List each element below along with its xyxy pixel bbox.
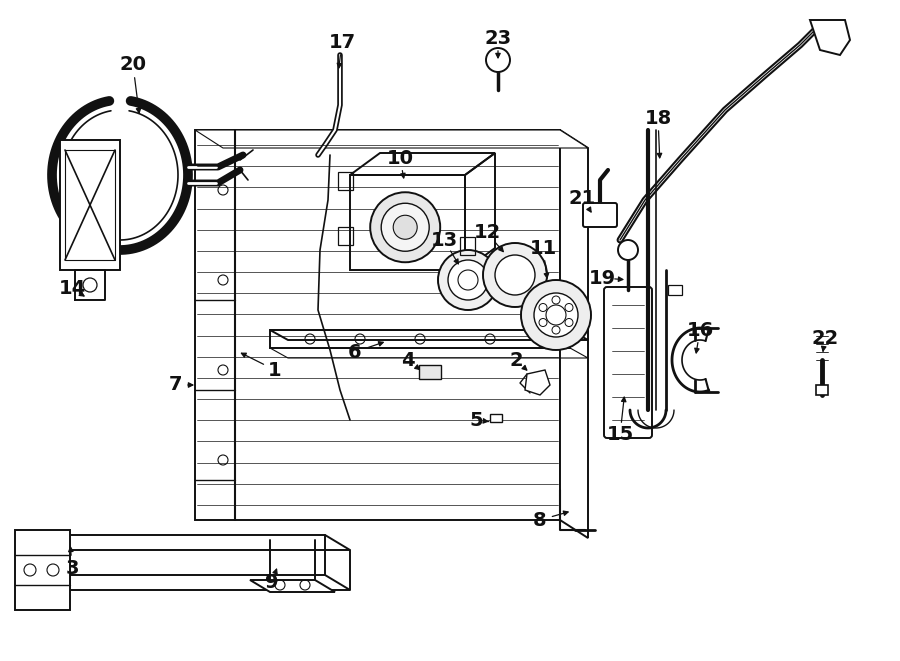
- Text: 4: 4: [401, 350, 415, 369]
- Text: 13: 13: [430, 231, 457, 249]
- Text: 12: 12: [473, 223, 500, 243]
- Polygon shape: [195, 130, 588, 148]
- Polygon shape: [15, 530, 70, 610]
- Polygon shape: [45, 535, 350, 550]
- Text: 6: 6: [348, 342, 362, 362]
- Circle shape: [521, 280, 591, 350]
- Polygon shape: [810, 20, 850, 55]
- Text: 17: 17: [328, 32, 356, 52]
- Circle shape: [393, 215, 418, 239]
- Polygon shape: [525, 370, 550, 395]
- Text: 14: 14: [58, 278, 86, 297]
- Circle shape: [618, 240, 638, 260]
- Circle shape: [382, 203, 429, 251]
- Circle shape: [534, 293, 578, 337]
- FancyBboxPatch shape: [604, 287, 652, 438]
- Text: 21: 21: [569, 188, 596, 208]
- Text: 2: 2: [509, 350, 523, 369]
- Text: 8: 8: [533, 510, 547, 529]
- Text: 15: 15: [607, 426, 634, 444]
- Circle shape: [448, 260, 488, 300]
- Polygon shape: [195, 130, 560, 520]
- Circle shape: [483, 243, 547, 307]
- Circle shape: [495, 255, 535, 295]
- Text: 22: 22: [812, 329, 839, 348]
- Text: 11: 11: [529, 239, 556, 258]
- Text: 18: 18: [644, 108, 671, 128]
- Text: 9: 9: [266, 572, 279, 592]
- Polygon shape: [45, 575, 350, 590]
- FancyBboxPatch shape: [583, 203, 617, 227]
- FancyBboxPatch shape: [490, 414, 502, 422]
- Text: 7: 7: [168, 375, 182, 395]
- Circle shape: [438, 250, 498, 310]
- Text: 10: 10: [386, 149, 413, 167]
- Circle shape: [486, 48, 510, 72]
- Text: 23: 23: [484, 28, 511, 48]
- Polygon shape: [250, 580, 335, 592]
- Polygon shape: [560, 130, 588, 538]
- FancyBboxPatch shape: [816, 385, 828, 395]
- Text: 19: 19: [589, 268, 616, 288]
- Circle shape: [370, 192, 440, 262]
- Text: 5: 5: [469, 410, 482, 430]
- Polygon shape: [60, 140, 120, 270]
- FancyBboxPatch shape: [419, 365, 441, 379]
- Text: 16: 16: [687, 321, 714, 340]
- Text: 20: 20: [120, 56, 147, 75]
- Text: 1: 1: [268, 360, 282, 379]
- Text: 3: 3: [65, 559, 79, 578]
